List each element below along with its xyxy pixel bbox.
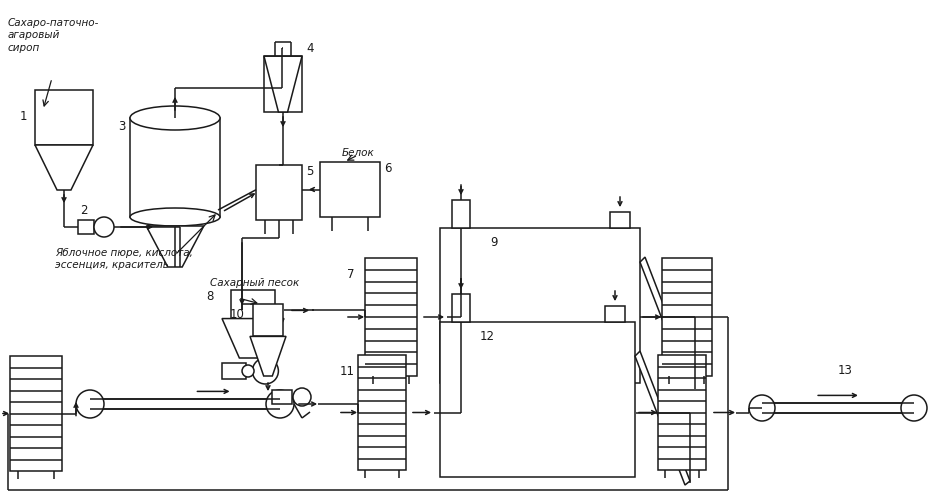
Bar: [253, 304, 283, 337]
Circle shape: [242, 365, 254, 377]
Text: 6: 6: [384, 162, 391, 175]
Text: Сахарный песок: Сахарный песок: [210, 278, 299, 288]
Text: 11: 11: [340, 365, 355, 378]
Polygon shape: [635, 351, 690, 485]
Bar: [320, 162, 380, 217]
Bar: [762, 402, 914, 413]
Text: 13: 13: [838, 364, 853, 377]
Bar: [610, 212, 630, 228]
Text: 3: 3: [118, 120, 125, 133]
Bar: [452, 200, 470, 228]
Text: 4: 4: [306, 42, 313, 55]
Bar: [440, 228, 640, 383]
Ellipse shape: [130, 208, 220, 226]
Circle shape: [293, 388, 311, 406]
Bar: [605, 306, 625, 322]
Bar: [452, 294, 470, 322]
Bar: [264, 56, 302, 112]
Polygon shape: [222, 319, 284, 358]
Polygon shape: [250, 337, 286, 376]
Bar: [130, 118, 220, 217]
Text: 10: 10: [230, 308, 245, 321]
Bar: [256, 165, 302, 220]
Bar: [231, 290, 275, 319]
Bar: [658, 355, 706, 470]
Text: 1: 1: [20, 110, 27, 123]
Text: Белок: Белок: [342, 148, 375, 158]
Circle shape: [901, 395, 927, 421]
Circle shape: [252, 358, 279, 384]
Text: Сахаро-паточно-
агаровый
сироп: Сахаро-паточно- агаровый сироп: [8, 18, 100, 53]
Text: 2: 2: [80, 204, 88, 217]
Bar: [358, 355, 406, 470]
Text: Яблочное пюре, кислота,
эссенция, краситель: Яблочное пюре, кислота, эссенция, красит…: [55, 248, 193, 270]
Bar: [90, 398, 280, 409]
Text: 5: 5: [306, 165, 313, 178]
Circle shape: [266, 390, 294, 418]
Bar: [440, 322, 635, 477]
Bar: [365, 258, 417, 376]
Bar: [35, 90, 93, 145]
Circle shape: [749, 395, 775, 421]
Polygon shape: [146, 226, 204, 267]
Text: 7: 7: [347, 268, 355, 281]
Text: 12: 12: [480, 330, 495, 343]
Bar: [272, 390, 292, 404]
Ellipse shape: [130, 106, 220, 130]
Bar: [78, 220, 94, 234]
Bar: [222, 363, 246, 379]
Bar: [10, 356, 62, 471]
Circle shape: [94, 217, 114, 237]
Circle shape: [76, 390, 104, 418]
Polygon shape: [640, 257, 695, 391]
Polygon shape: [264, 56, 302, 112]
Text: 9: 9: [490, 236, 498, 249]
Bar: [662, 258, 712, 376]
Text: 8: 8: [206, 290, 214, 303]
Polygon shape: [35, 145, 93, 190]
